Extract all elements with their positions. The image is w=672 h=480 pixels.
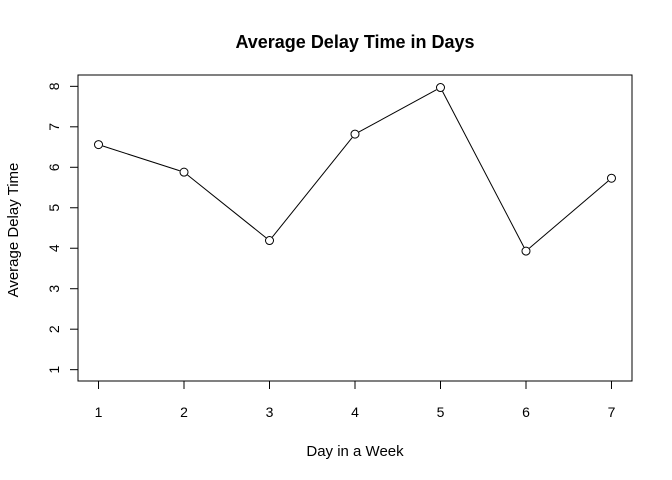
data-point (350, 129, 360, 139)
y-tick-label: 7 (46, 123, 62, 131)
x-tick-label: 7 (608, 404, 616, 420)
y-tick-label: 2 (46, 325, 62, 333)
y-tick-label: 4 (46, 244, 62, 252)
data-point (179, 167, 189, 177)
x-tick-label: 5 (437, 404, 445, 420)
x-tick-label: 4 (351, 404, 359, 420)
x-axis: 1 2 3 4 5 6 7 (95, 380, 616, 420)
data-point (521, 246, 531, 256)
line-segment (187, 174, 267, 239)
chart-title: Average Delay Time in Days (235, 32, 474, 52)
x-axis-label: Day in a Week (306, 443, 404, 460)
x-tick-label: 2 (180, 404, 188, 420)
series-line (94, 83, 616, 256)
data-point (606, 173, 616, 183)
line-segment (271, 137, 353, 238)
y-tick-label: 1 (46, 366, 62, 374)
y-axis: 1 2 3 4 5 6 7 8 (46, 82, 79, 374)
line-segment (102, 145, 180, 172)
x-tick-label: 6 (522, 404, 530, 420)
x-tick-label: 1 (95, 404, 103, 420)
line-segment (529, 180, 609, 249)
y-tick-label: 8 (46, 82, 62, 90)
line-segment (358, 89, 437, 133)
plot-frame (77, 74, 633, 382)
line-segment (442, 91, 525, 248)
y-tick-label: 5 (46, 204, 62, 212)
x-tick-label: 3 (266, 404, 274, 420)
y-tick-label: 6 (46, 163, 62, 171)
data-point (265, 236, 275, 246)
y-axis-label: Average Delay Time (5, 163, 22, 298)
y-tick-label: 3 (46, 285, 62, 293)
data-point (435, 83, 445, 93)
data-point (94, 140, 104, 150)
